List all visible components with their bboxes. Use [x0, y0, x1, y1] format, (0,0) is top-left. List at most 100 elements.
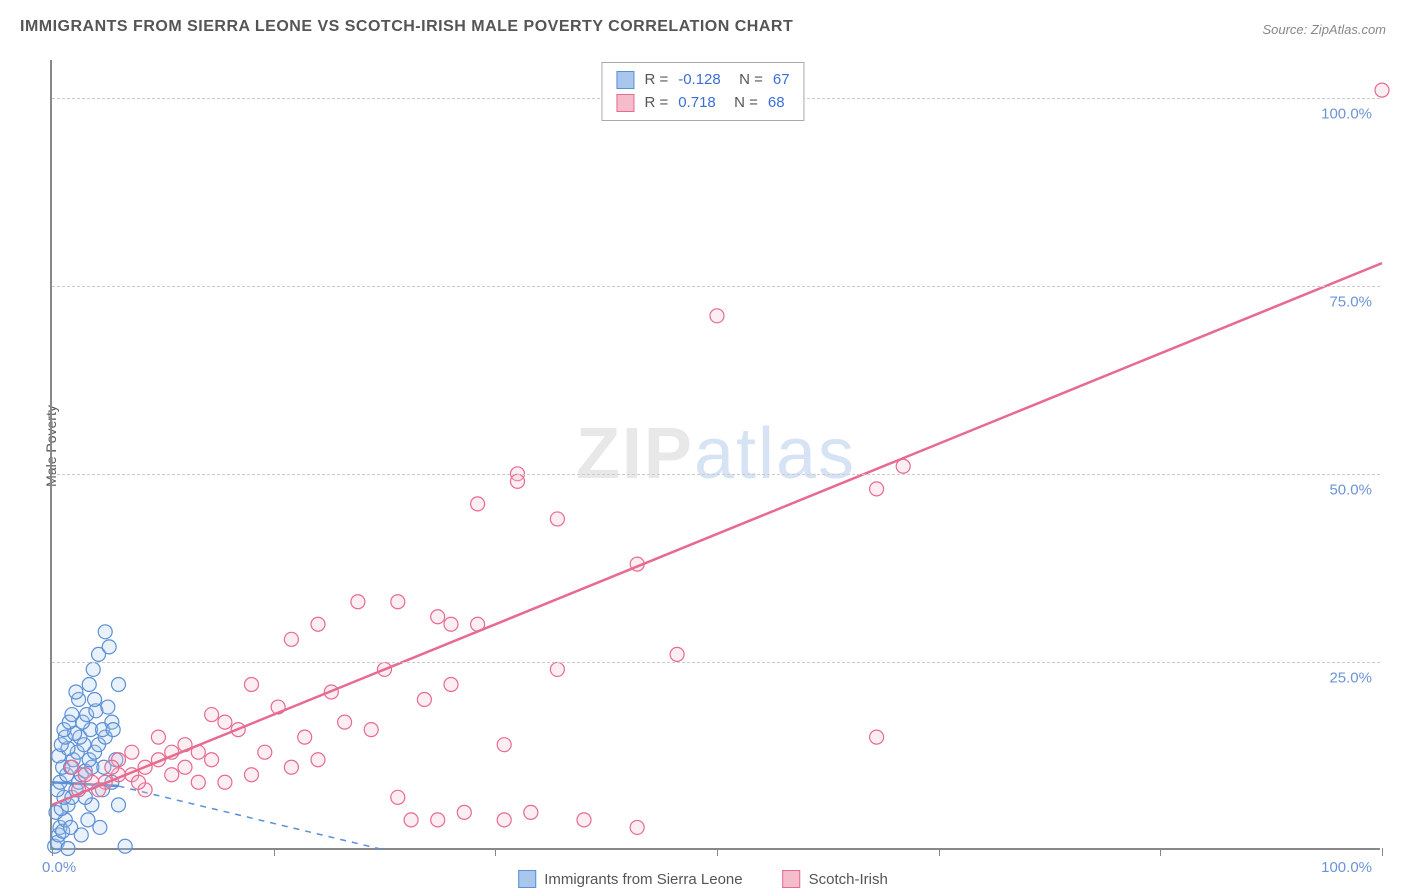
correlation-legend: R = -0.128 N = 67R = 0.718 N = 68	[601, 62, 804, 121]
legend-swatch	[783, 870, 801, 888]
data-point	[245, 677, 259, 691]
data-point	[178, 760, 192, 774]
data-point	[550, 512, 564, 526]
legend-r-label: R =	[644, 92, 668, 115]
data-point	[165, 768, 179, 782]
legend-swatch	[616, 71, 634, 89]
x-tick	[274, 848, 275, 856]
x-tick	[939, 848, 940, 856]
data-point	[118, 839, 132, 853]
data-point	[511, 474, 525, 488]
legend-label: Scotch-Irish	[809, 871, 888, 888]
legend-n-value: 67	[773, 69, 790, 92]
data-point	[69, 685, 83, 699]
trend-line	[52, 263, 1382, 805]
legend-item: Scotch-Irish	[783, 870, 888, 888]
data-point	[391, 790, 405, 804]
data-point	[1375, 83, 1389, 97]
data-point	[191, 775, 205, 789]
legend-row: R = 0.718 N = 68	[616, 92, 789, 115]
chart-title: IMMIGRANTS FROM SIERRA LEONE VS SCOTCH-I…	[20, 18, 793, 36]
data-point	[131, 775, 145, 789]
data-point	[870, 730, 884, 744]
x-tick	[495, 848, 496, 856]
data-point	[218, 775, 232, 789]
data-point	[78, 768, 92, 782]
gridline	[52, 662, 1380, 663]
legend-row: R = -0.128 N = 67	[616, 69, 789, 92]
data-point	[86, 662, 100, 676]
data-point	[112, 798, 126, 812]
data-point	[205, 753, 219, 767]
data-point	[577, 813, 591, 827]
legend-r-value: -0.128	[678, 69, 721, 92]
data-point	[524, 805, 538, 819]
data-point	[630, 820, 644, 834]
data-point	[245, 768, 259, 782]
y-tick-label: 50.0%	[1329, 481, 1372, 498]
data-point	[125, 745, 139, 759]
data-point	[471, 497, 485, 511]
data-point	[497, 738, 511, 752]
legend-n-label: N =	[726, 92, 758, 115]
data-point	[61, 841, 75, 855]
data-point	[102, 640, 116, 654]
data-point	[258, 745, 272, 759]
data-point	[444, 677, 458, 691]
data-point	[550, 662, 564, 676]
data-point	[218, 715, 232, 729]
data-point	[151, 730, 165, 744]
data-point	[431, 813, 445, 827]
data-point	[112, 677, 126, 691]
data-point	[64, 820, 78, 834]
data-point	[870, 482, 884, 496]
gridline	[52, 474, 1380, 475]
legend-n-label: N =	[731, 69, 763, 92]
x-tick	[1160, 848, 1161, 856]
data-point	[444, 617, 458, 631]
y-tick-label: 25.0%	[1329, 669, 1372, 686]
chart-svg	[52, 60, 1380, 848]
data-point	[284, 760, 298, 774]
x-tick	[1382, 848, 1383, 856]
source-attribution: Source: ZipAtlas.com	[1262, 22, 1386, 37]
y-tick-label: 75.0%	[1329, 293, 1372, 310]
data-point	[65, 708, 79, 722]
trend-line-dashed	[119, 786, 385, 850]
data-point	[101, 700, 115, 714]
data-point	[431, 610, 445, 624]
data-point	[338, 715, 352, 729]
legend-r-label: R =	[644, 69, 668, 92]
data-point	[404, 813, 418, 827]
data-point	[311, 753, 325, 767]
data-point	[105, 760, 119, 774]
x-origin-label: 0.0%	[42, 859, 76, 876]
x-tick	[52, 848, 53, 856]
data-point	[205, 708, 219, 722]
data-point	[497, 813, 511, 827]
data-point	[298, 730, 312, 744]
data-point	[391, 595, 405, 609]
data-point	[106, 723, 120, 737]
x-end-label: 100.0%	[1321, 859, 1372, 876]
gridline	[52, 286, 1380, 287]
data-point	[311, 617, 325, 631]
legend-swatch	[518, 870, 536, 888]
series-legend: Immigrants from Sierra Leone Scotch-Irish	[518, 870, 888, 888]
plot-area: ZIPatlas 0.0% 100.0% 25.0%50.0%75.0%100.…	[50, 60, 1380, 850]
data-point	[670, 647, 684, 661]
data-point	[710, 309, 724, 323]
x-tick	[717, 848, 718, 856]
legend-label: Immigrants from Sierra Leone	[544, 871, 742, 888]
data-point	[457, 805, 471, 819]
data-point	[81, 813, 95, 827]
data-point	[417, 693, 431, 707]
legend-n-value: 68	[768, 92, 785, 115]
legend-swatch	[616, 94, 634, 112]
legend-item: Immigrants from Sierra Leone	[518, 870, 742, 888]
data-point	[351, 595, 365, 609]
data-point	[364, 723, 378, 737]
data-point	[65, 760, 79, 774]
data-point	[98, 625, 112, 639]
legend-r-value: 0.718	[678, 92, 716, 115]
